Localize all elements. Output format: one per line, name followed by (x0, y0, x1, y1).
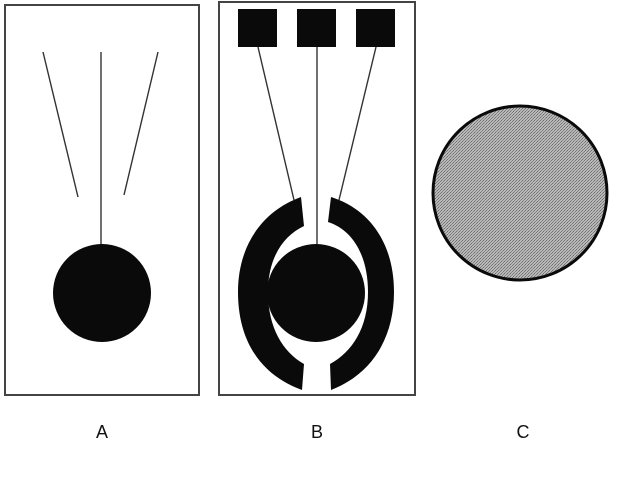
panel-b-left-wire (257, 46, 295, 201)
panel-b-right-ring (328, 197, 394, 390)
panel-a-right-wire (123, 51, 159, 196)
panel-b-left-pad (238, 9, 277, 47)
panel-a-left-wire (42, 51, 79, 198)
panel-a-electrode-disc (53, 244, 151, 342)
panel-a-electrode (4, 4, 200, 396)
panel-a-label: A (95, 422, 108, 442)
panel-b-left-ring (238, 197, 304, 390)
panel-c-label: C (516, 422, 530, 442)
panel-b-right-wire (338, 46, 377, 201)
panel-b-electrode-disc (267, 244, 365, 342)
panel-c-disc (431, 104, 609, 282)
panel-b-electrode (218, 1, 416, 396)
panel-b-center-pad (297, 9, 336, 47)
panel-b-label: B (310, 422, 323, 442)
panel-b-right-pad (356, 9, 395, 47)
panel-c-stippled-disc (431, 104, 609, 282)
